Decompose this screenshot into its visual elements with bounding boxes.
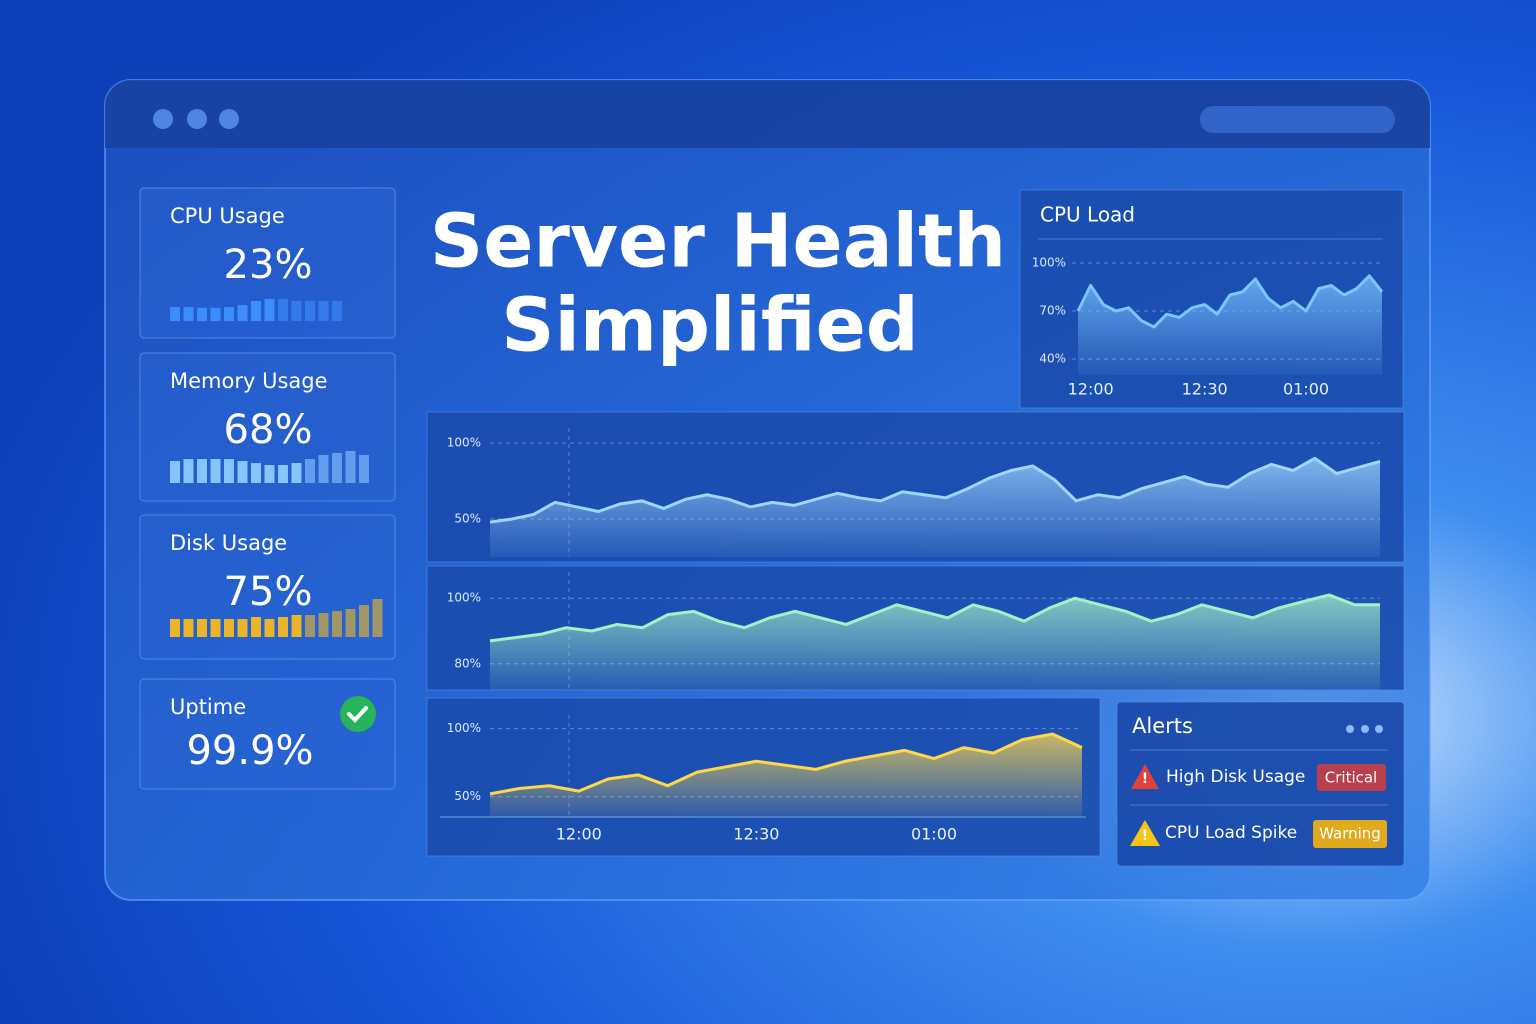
area-fill xyxy=(490,734,1082,817)
usage-bar xyxy=(251,301,261,321)
warning-badge xyxy=(1313,820,1387,848)
line xyxy=(489,732,1083,796)
card-title: Disk Usage xyxy=(170,531,287,555)
card-title: Memory Usage xyxy=(170,369,328,393)
window-dot[interactable] xyxy=(219,109,239,129)
usage-bar xyxy=(237,305,248,321)
usage-bar xyxy=(305,615,315,637)
usage-bar xyxy=(345,609,356,637)
usage-bar xyxy=(210,619,221,637)
area-fill xyxy=(490,458,1380,557)
usage-bar xyxy=(210,307,221,321)
usage-bar xyxy=(278,465,288,483)
alert-label[interactable]: High Disk Usage xyxy=(1166,767,1305,787)
usage-bar xyxy=(210,459,221,483)
headline: Simplified xyxy=(501,283,918,369)
usage-bar xyxy=(170,461,180,483)
headline: Server Health xyxy=(430,199,1006,285)
usage-bar xyxy=(332,453,342,483)
alert-label[interactable]: CPU Load Spike xyxy=(1165,823,1297,843)
usage-bar xyxy=(291,301,302,321)
window-dot[interactable] xyxy=(187,109,207,129)
usage-bar xyxy=(372,599,383,637)
y-tick-label: 40% xyxy=(1039,352,1066,366)
line xyxy=(489,593,1380,643)
usage-bar xyxy=(318,613,329,637)
usage-bar xyxy=(332,301,342,321)
x-tick-label: 01:00 xyxy=(1283,380,1329,399)
usage-bar xyxy=(332,611,342,637)
usage-bar xyxy=(170,619,180,637)
card-title: CPU Usage xyxy=(170,204,285,228)
x-tick-label: 12:00 xyxy=(556,825,602,844)
usage-bar xyxy=(251,463,261,483)
y-tick-label: 100% xyxy=(447,591,481,605)
badge-label: Critical xyxy=(1325,769,1377,787)
usage-bar xyxy=(305,301,315,321)
badge-label: Warning xyxy=(1319,825,1381,843)
menu-dots[interactable] xyxy=(1346,725,1383,733)
icon-mark: ! xyxy=(1142,828,1148,844)
usage-bar xyxy=(224,619,234,637)
critical-badge xyxy=(1317,764,1386,791)
usage-bar xyxy=(278,617,288,637)
usage-bar xyxy=(278,299,288,321)
usage-bar xyxy=(251,617,261,637)
line xyxy=(1076,274,1384,329)
y-tick-label: 50% xyxy=(454,512,481,526)
usage-bar xyxy=(359,605,369,637)
y-tick-label: 50% xyxy=(454,789,481,803)
card-title: Uptime xyxy=(170,695,246,719)
usage-bar xyxy=(224,307,234,321)
card-value: 68% xyxy=(224,407,313,453)
usage-bar xyxy=(183,619,194,637)
icon-mark: ! xyxy=(1142,771,1148,787)
card-value: 99.9% xyxy=(186,728,313,774)
y-tick-label: 100% xyxy=(447,436,481,450)
y-tick-label: 70% xyxy=(1039,304,1066,318)
usage-bar xyxy=(183,307,194,321)
card-value: 23% xyxy=(224,242,313,288)
usage-bar xyxy=(197,619,207,637)
y-tick-label: 100% xyxy=(1032,256,1066,270)
usage-bar xyxy=(197,459,207,483)
x-tick-label: 12:00 xyxy=(1068,380,1114,399)
usage-bar xyxy=(224,459,234,483)
check-mark xyxy=(347,706,368,723)
alerts-title: Alerts xyxy=(1132,714,1193,738)
usage-bar xyxy=(170,307,180,321)
usage-bar xyxy=(291,615,302,637)
x-tick-label: 12:30 xyxy=(1182,380,1228,399)
critical-icon xyxy=(1131,764,1159,789)
usage-bar xyxy=(183,459,194,483)
usage-bar xyxy=(305,459,315,483)
usage-bar xyxy=(318,455,329,483)
usage-bar xyxy=(237,619,248,637)
chart-title: CPU Load xyxy=(1040,203,1135,227)
usage-bar xyxy=(345,451,356,483)
warning-icon xyxy=(1130,820,1160,846)
usage-bar xyxy=(264,299,275,321)
y-tick-label: 80% xyxy=(454,656,481,670)
usage-bar xyxy=(237,461,248,483)
window-dot[interactable] xyxy=(153,109,173,129)
card-value: 75% xyxy=(224,569,313,615)
area-fill xyxy=(1078,275,1382,375)
usage-bar xyxy=(318,301,329,321)
y-tick-label: 100% xyxy=(447,721,481,735)
search-bar[interactable] xyxy=(1200,106,1395,133)
usage-bar xyxy=(197,307,207,321)
usage-bar xyxy=(291,463,302,483)
line xyxy=(489,456,1381,524)
x-tick-label: 12:30 xyxy=(733,825,779,844)
x-tick-label: 01:00 xyxy=(911,825,957,844)
usage-bar xyxy=(359,455,369,483)
title-bar xyxy=(105,80,1430,148)
usage-bar xyxy=(264,619,275,637)
stat-card xyxy=(139,678,396,790)
stat-card xyxy=(139,187,396,339)
usage-bar xyxy=(264,465,275,483)
